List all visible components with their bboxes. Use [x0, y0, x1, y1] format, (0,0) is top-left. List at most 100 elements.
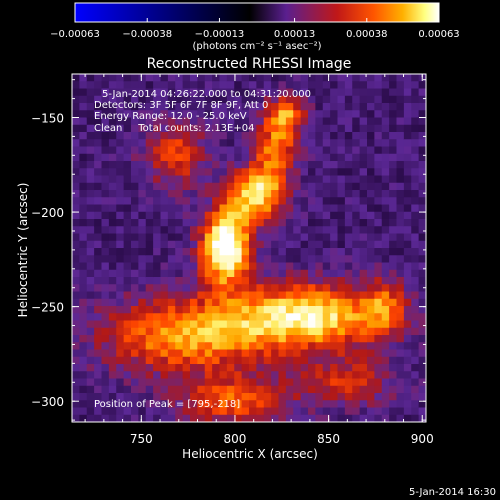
- heatmap-cell: [389, 378, 398, 387]
- heatmap-cell: [212, 110, 221, 119]
- heatmap-cell: [367, 291, 375, 300]
- heatmap-cell: [197, 306, 206, 314]
- heatmap-cell: [86, 132, 95, 140]
- heatmap-cell: [116, 233, 125, 242]
- heatmap-cell: [403, 95, 412, 104]
- heatmap-cell: [175, 393, 184, 401]
- x-axis-label: Heliocentric X (arcsec): [182, 447, 318, 461]
- heatmap-cell: [167, 407, 176, 416]
- heatmap-cell: [352, 95, 361, 104]
- heatmap-cell: [330, 153, 339, 162]
- heatmap-cell: [145, 248, 154, 256]
- heatmap-cell: [72, 371, 80, 380]
- heatmap-cell: [381, 168, 390, 177]
- heatmap-cell: [344, 124, 353, 133]
- heatmap-cell: [396, 146, 405, 155]
- heatmap-cell: [167, 393, 176, 401]
- heatmap-cell: [278, 95, 287, 104]
- heatmap-cell: [72, 226, 80, 235]
- heatmap-cell: [204, 175, 213, 184]
- heatmap-cell: [344, 385, 353, 394]
- heatmap-cell: [308, 313, 316, 322]
- heatmap-cell: [72, 168, 80, 177]
- heatmap-cell: [72, 313, 80, 322]
- heatmap-cell: [411, 414, 420, 422]
- heatmap-cell: [263, 219, 272, 227]
- heatmap-cell: [271, 226, 280, 235]
- heatmap-cell: [285, 95, 294, 104]
- heatmap-cell: [212, 313, 221, 322]
- heatmap-cell: [167, 110, 176, 119]
- heatmap-cell: [94, 226, 103, 235]
- heatmap-cell: [234, 226, 243, 235]
- heatmap-cell: [293, 313, 302, 322]
- heatmap-cell: [256, 385, 265, 394]
- heatmap-cell: [108, 139, 117, 148]
- heatmap-cell: [226, 74, 235, 82]
- heatmap-cell: [315, 226, 324, 235]
- heatmap-cell: [72, 233, 80, 242]
- heatmap-cell: [403, 364, 412, 372]
- heatmap-cell: [330, 211, 339, 220]
- heatmap-cell: [138, 327, 147, 336]
- heatmap-cell: [145, 255, 154, 264]
- heatmap-cell: [153, 371, 162, 380]
- heatmap-cell: [367, 168, 375, 177]
- heatmap-cell: [226, 240, 235, 249]
- heatmap-cell: [278, 364, 287, 372]
- heatmap-cell: [300, 349, 309, 358]
- heatmap-cell: [190, 306, 198, 314]
- heatmap-cell: [101, 168, 110, 177]
- footer-date: 5-Jan-2014 16:30: [409, 487, 496, 498]
- heatmap-cell: [249, 168, 257, 177]
- heatmap-cell: [72, 197, 80, 206]
- heatmap-cell: [175, 124, 184, 133]
- heatmap-cell: [131, 277, 139, 285]
- heatmap-cell: [219, 277, 228, 285]
- heatmap-cell: [241, 385, 250, 394]
- heatmap-cell: [175, 88, 184, 97]
- heatmap-cell: [344, 393, 353, 401]
- heatmap-cell: [212, 414, 221, 422]
- heatmap-cell: [389, 197, 398, 206]
- heatmap-cell: [263, 349, 272, 358]
- heatmap-cell: [197, 327, 206, 336]
- heatmap-cell: [293, 414, 302, 422]
- heatmap-cell: [300, 364, 309, 372]
- heatmap-cell: [175, 146, 184, 155]
- heatmap-cell: [108, 248, 117, 256]
- heatmap-cell: [212, 161, 221, 169]
- heatmap-cell: [197, 81, 206, 90]
- heatmap-cell: [374, 88, 383, 97]
- heatmap-cell: [241, 291, 250, 300]
- heatmap-cell: [381, 400, 390, 409]
- heatmap-cell: [86, 248, 95, 256]
- heatmap-cell: [204, 407, 213, 416]
- heatmap-cell: [337, 385, 346, 394]
- heatmap-cell: [226, 110, 235, 119]
- heatmap-cell: [145, 284, 154, 293]
- heatmap-cell: [308, 219, 316, 227]
- heatmap-cell: [79, 161, 88, 169]
- heatmap-cell: [374, 124, 383, 133]
- heatmap-cell: [315, 168, 324, 177]
- heatmap-cell: [160, 248, 169, 256]
- heatmap-cell: [271, 284, 280, 293]
- heatmap-cell: [182, 197, 191, 206]
- heatmap-cell: [226, 226, 235, 235]
- heatmap-cell: [101, 356, 110, 365]
- heatmap-cell: [293, 168, 302, 177]
- heatmap-cell: [138, 74, 147, 82]
- heatmap-cell: [352, 262, 361, 271]
- heatmap-cell: [153, 219, 162, 227]
- heatmap-cell: [101, 298, 110, 307]
- heatmap-cell: [123, 117, 132, 126]
- heatmap-cell: [322, 255, 331, 264]
- heatmap-cell: [131, 255, 139, 264]
- heatmap-cell: [197, 204, 206, 213]
- y-tick-label: −200: [31, 206, 64, 220]
- heatmap-cell: [359, 95, 368, 104]
- heatmap-cell: [219, 161, 228, 169]
- heatmap-cell: [160, 364, 169, 372]
- heatmap-cell: [153, 320, 162, 329]
